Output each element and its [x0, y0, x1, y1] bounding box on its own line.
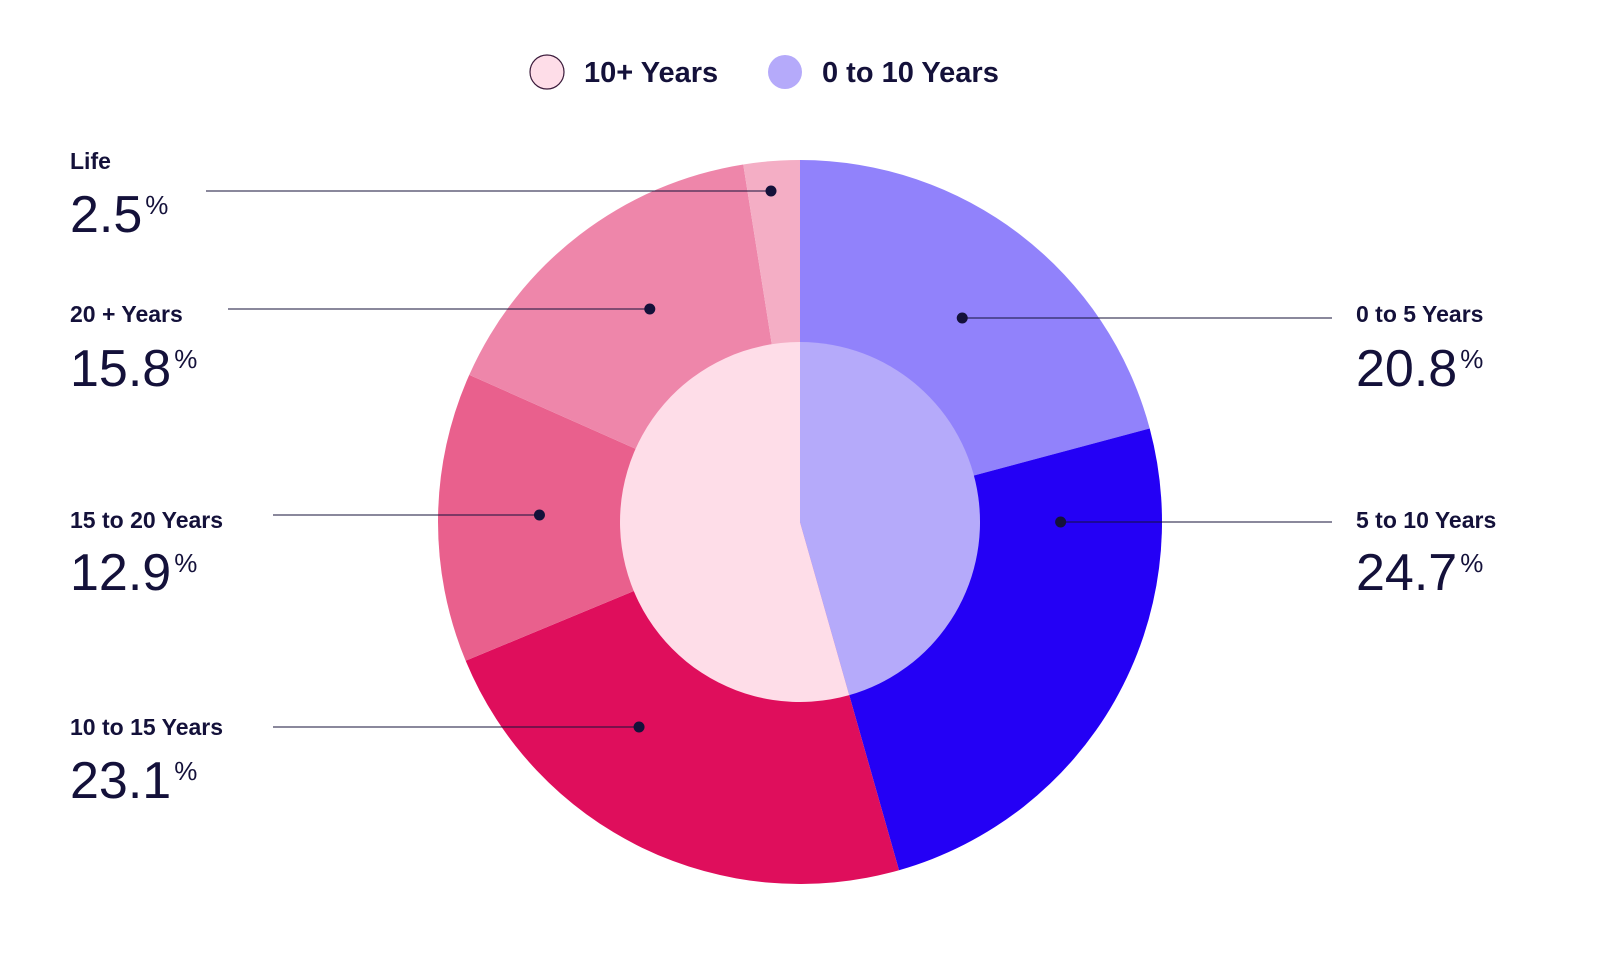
leader-dot-5-to-10-years [1055, 516, 1067, 528]
label-percent-15-to-20-years: % [174, 548, 197, 578]
label-percent-10-to-15-years: % [174, 756, 197, 786]
inner-ring [620, 342, 981, 702]
label-percent-0-to-5-years: % [1460, 344, 1483, 374]
leader-dot-20-years [644, 303, 656, 315]
legend-label-0-to-10-years: 0 to 10 Years [822, 57, 999, 89]
label-value-5-to-10-years: 24.7 [1356, 544, 1457, 602]
label-name-0-to-5-years: 0 to 5 Years [1356, 301, 1483, 327]
leader-dot-10-to-15-years [633, 721, 645, 733]
label-name-15-to-20-years: 15 to 20 Years [70, 507, 223, 533]
label-name-5-to-10-years: 5 to 10 Years [1356, 507, 1496, 533]
label-value-15-to-20-years: 12.9 [70, 544, 171, 602]
label-percent-5-to-10-years: % [1460, 548, 1483, 578]
slice-labels: 0 to 5 Years 20.8 % 5 to 10 Years 24.7 % 10 to… [70, 148, 1496, 810]
label-value-life: 2.5 [70, 186, 142, 244]
label-value-0-to-5-years: 20.8 [1356, 340, 1457, 398]
leader-dot-0-to-5-years [956, 312, 968, 324]
label-percent-life: % [145, 190, 168, 220]
leader-dot-life [765, 185, 777, 197]
label-name-10-to-15-years: 10 to 15 Years [70, 714, 223, 740]
label-value-20-years: 15.8 [70, 340, 171, 398]
legend: 10+ Years 0 to 10 Years [529, 54, 999, 90]
label-percent-20-years: % [174, 344, 197, 374]
legend-swatch-10-years [529, 54, 565, 90]
label-name-20-years: 20 + Years [70, 301, 183, 327]
legend-label-10-years: 10+ Years [584, 57, 718, 89]
leader-dot-15-to-20-years [533, 509, 545, 521]
inner-slice-10-years [620, 342, 850, 702]
label-value-10-to-15-years: 23.1 [70, 752, 171, 810]
label-name-life: Life [70, 148, 111, 174]
inner-slice-0-to-10-years [800, 342, 981, 696]
slice-15-to-20-years [438, 374, 800, 661]
legend-swatch-0-to-10-years [768, 55, 802, 89]
